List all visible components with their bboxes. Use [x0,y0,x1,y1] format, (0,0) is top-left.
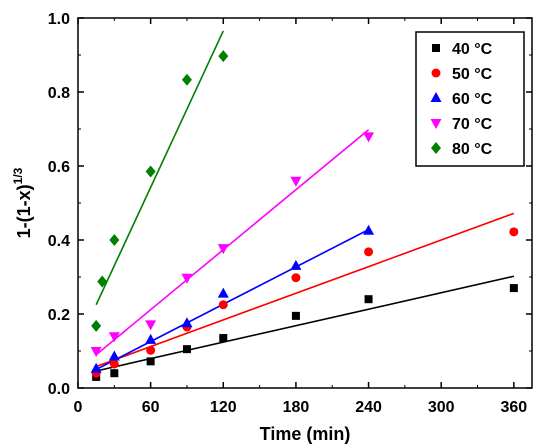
legend-marker [431,142,441,154]
data-point [291,273,301,283]
data-point [145,320,157,331]
fit-line [95,129,370,356]
data-point [90,362,102,373]
data-point [291,311,300,320]
legend-label: 80 °C [452,141,493,158]
legend-label: 60 °C [452,91,493,108]
data-point [364,295,373,304]
y-tick-label: 0.8 [48,85,70,102]
legend-marker [431,68,441,78]
legend-label: 70 °C [452,116,493,133]
x-tick-label: 240 [355,399,382,416]
fit-line [95,212,515,368]
data-point [90,347,102,357]
data-point [146,357,155,366]
legend-marker [432,44,440,52]
legend-label: 40 °C [452,41,493,58]
data-point [290,176,302,187]
data-point [109,359,119,369]
fit-line [95,275,515,372]
x-tick-label: 300 [428,399,455,416]
axis-tick-labels: 0 60 120 180 240 300 360 0.0 0.2 0.4 0.6 0.8 1.0 [48,11,528,416]
data-point [146,345,156,355]
y-tick-label: 1.0 [48,11,70,28]
data-point [108,332,120,343]
data-point [218,300,228,310]
data-point [91,319,102,332]
data-point [363,224,375,235]
data-point [109,234,120,246]
legend: 40 °C 50 °C 60 °C 70 °C 80 °C [415,31,525,167]
data-point [181,273,193,284]
x-axis-title: Time (min) [260,424,351,444]
x-tick-label: 60 [142,399,160,416]
y-axis-title-main: 1-(1-x) [14,184,34,238]
fit-line [95,30,225,306]
data-point [218,50,229,63]
fit-lines [95,30,515,372]
axis-ticks [77,17,532,389]
y-tick-label: 0.6 [48,159,70,176]
data-point [217,287,229,298]
y-axis-title: 1-(1-x)1/3 [11,167,34,238]
data-point [509,227,519,237]
x-tick-label: 360 [500,399,527,416]
data-points [90,50,519,381]
y-tick-label: 0.2 [48,307,70,324]
data-point [290,259,302,270]
fit-line [95,228,369,371]
data-point [182,345,191,354]
x-tick-label: 180 [283,399,310,416]
data-point [108,350,120,361]
data-point [145,165,156,178]
data-point [509,284,518,293]
data-point [145,333,157,344]
x-tick-label: 0 [74,399,83,416]
legend-marker [430,119,442,129]
legend-marker [430,92,442,102]
x-tick-label: 120 [210,399,237,416]
data-point [363,132,375,143]
y-tick-label: 0.4 [48,233,70,250]
data-point [364,247,374,257]
legend-label: 50 °C [452,66,493,83]
y-axis-title-sup: 1/3 [11,167,25,184]
data-point [97,275,108,288]
data-point [110,369,119,378]
data-point [219,334,228,343]
data-point [217,244,229,255]
data-point [181,317,193,328]
y-tick-label: 0.0 [48,381,70,398]
data-point [181,73,192,86]
